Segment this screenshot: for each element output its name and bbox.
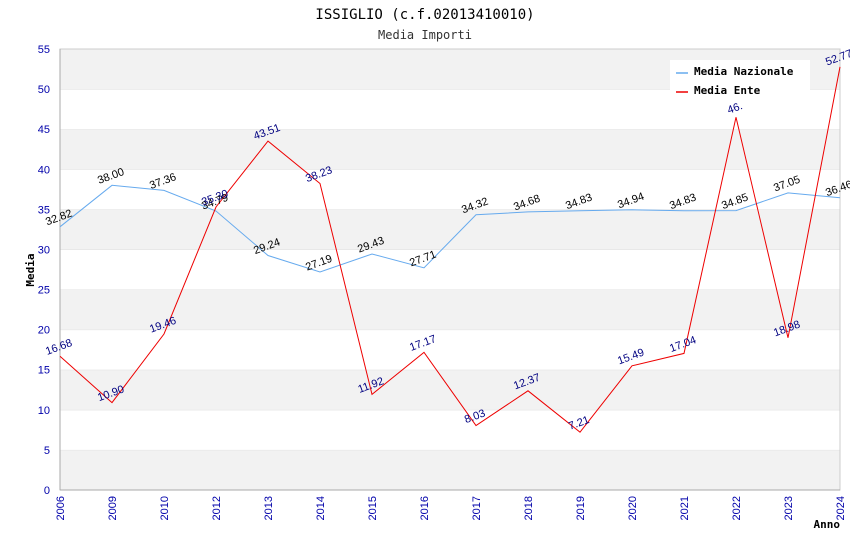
x-tick-label: 2013 <box>263 496 275 520</box>
data-label-ente: 46. <box>726 100 744 117</box>
legend: Media Nazionale Media Ente <box>670 60 810 100</box>
x-axis-title: Anno <box>814 518 841 531</box>
x-tick-label: 2024 <box>835 496 847 520</box>
x-tick-label: 2020 <box>627 496 639 520</box>
x-tick-label: 2019 <box>575 496 587 520</box>
legend-label-nazionale: Media Nazionale <box>694 65 794 78</box>
grid-band <box>60 209 840 250</box>
series-line-media-ente <box>59 66 841 433</box>
y-tick-label: 55 <box>38 44 50 56</box>
chart-subtitle: Media Importi <box>378 28 472 42</box>
grid-band <box>60 409 840 450</box>
grid-band <box>60 449 840 490</box>
x-tick-label: 2012 <box>211 496 223 520</box>
grid-bands <box>60 48 840 490</box>
y-tick-label: 20 <box>38 325 50 337</box>
x-tick-label: 2022 <box>731 496 743 520</box>
y-tick-label: 25 <box>38 285 50 297</box>
x-tick-label: 2018 <box>523 496 535 520</box>
grid-band <box>60 249 840 290</box>
y-tick-label: 50 <box>38 84 50 96</box>
x-tick-label: 2023 <box>783 496 795 520</box>
y-tick-label: 5 <box>44 445 50 457</box>
legend-box <box>670 60 810 100</box>
y-tick-labels: 0 5 10 15 20 25 30 35 40 45 50 55 <box>38 44 50 497</box>
y-tick-label: 35 <box>38 204 50 216</box>
chart-title: ISSIGLIO (c.f.02013410010) <box>315 7 534 23</box>
y-tick-label: 45 <box>38 124 50 136</box>
x-tick-labels: 2006 2009 2010 2012 2013 2014 2015 2016 2017 2018… <box>55 496 847 520</box>
x-tick-label: 2014 <box>315 496 327 520</box>
x-tick-label: 2009 <box>107 496 119 520</box>
x-tick-label: 2010 <box>159 496 171 520</box>
grid-band <box>60 169 840 210</box>
series-lines <box>59 66 841 433</box>
series-line-media-nazionale <box>59 184 841 273</box>
y-tick-label: 30 <box>38 244 50 256</box>
x-tick-label: 2016 <box>419 496 431 520</box>
legend-label-ente: Media Ente <box>694 84 761 97</box>
x-tick-label: 2017 <box>471 496 483 520</box>
x-tick-label: 2015 <box>367 496 379 520</box>
grid-band <box>60 129 840 170</box>
y-tick-label: 10 <box>38 405 50 417</box>
y-tick-label: 40 <box>38 164 50 176</box>
x-tick-label: 2021 <box>679 496 691 520</box>
y-tick-label: 0 <box>44 485 50 497</box>
x-tick-label: 2006 <box>55 496 67 520</box>
grid-band <box>60 329 840 370</box>
y-axis-title: Media <box>24 253 37 286</box>
y-tick-label: 15 <box>38 365 50 377</box>
grid-band <box>60 289 840 330</box>
